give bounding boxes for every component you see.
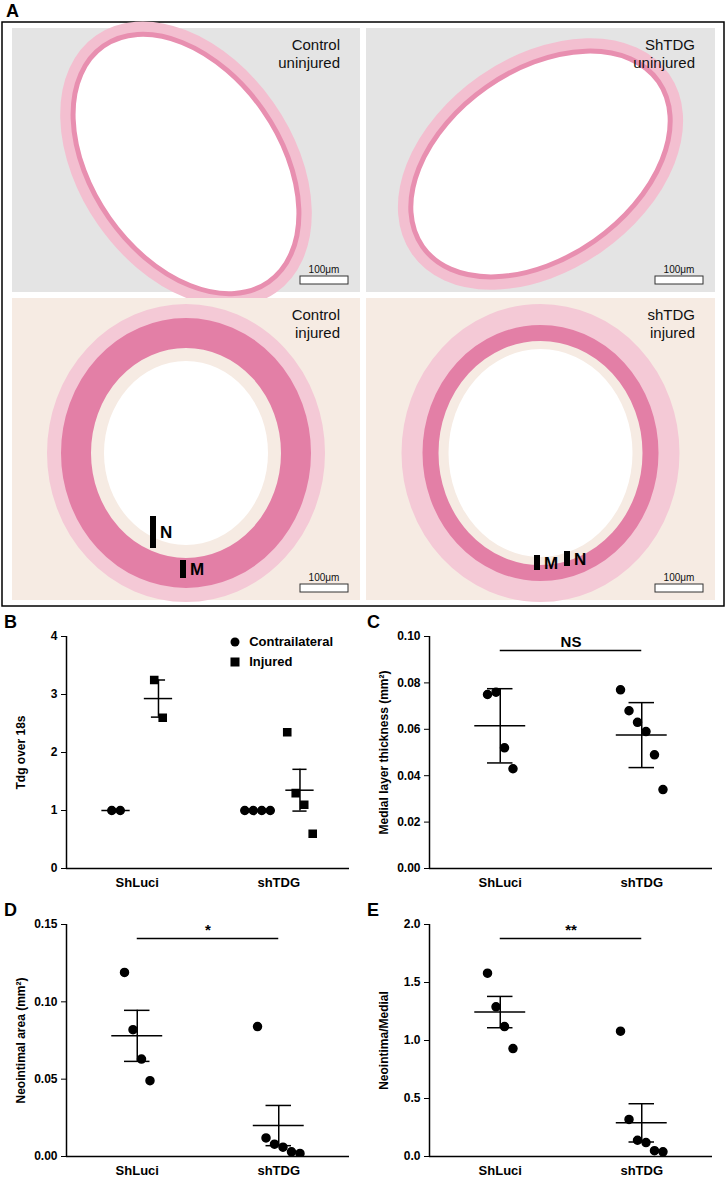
svg-text:0: 0 (51, 861, 58, 875)
html-text:D: D (4, 900, 17, 920)
svg-text:100μm: 100μm (664, 572, 695, 583)
svg-text:ShLuci: ShLuci (479, 1163, 522, 1178)
html-text:B: B (4, 612, 17, 632)
svg-text:shTDG: shTDG (647, 306, 695, 323)
svg-text:ShLuci: ShLuci (116, 1163, 159, 1178)
svg-text:Control: Control (292, 36, 340, 53)
svg-text:shTDG: shTDG (620, 1163, 663, 1178)
html-text:Injured: Injured (249, 654, 293, 669)
svg-text:0.05: 0.05 (34, 1072, 58, 1086)
svg-text:0.10: 0.10 (397, 629, 421, 643)
svg-text:0.08: 0.08 (397, 676, 421, 690)
svg-text:*: * (205, 921, 211, 938)
svg-text:M: M (190, 560, 204, 579)
svg-text:injured: injured (295, 324, 340, 341)
svg-text:100μm: 100μm (309, 572, 340, 583)
svg-text:1.5: 1.5 (404, 975, 421, 989)
svg-text:Medial layer thickness (mm²): Medial layer thickness (mm²) (377, 670, 391, 834)
svg-text:shTDG: shTDG (620, 875, 663, 890)
svg-text:ShLuci: ShLuci (479, 875, 522, 890)
svg-text:100μm: 100μm (664, 264, 695, 275)
svg-text:injured: injured (650, 324, 695, 341)
svg-text:0.06: 0.06 (397, 722, 421, 736)
svg-text:0.5: 0.5 (404, 1091, 421, 1105)
svg-text:0.02: 0.02 (397, 815, 421, 829)
svg-text:Neointima/Medial: Neointima/Medial (377, 991, 391, 1090)
svg-text:2: 2 (51, 745, 58, 759)
svg-text:2.0: 2.0 (404, 917, 421, 931)
svg-text:0.10: 0.10 (34, 995, 58, 1009)
svg-text:100μm: 100μm (309, 264, 340, 275)
svg-text:M: M (544, 554, 558, 573)
html-text:E: E (367, 900, 379, 920)
svg-text:Neointimal area (mm²): Neointimal area (mm²) (14, 977, 28, 1103)
svg-text:ShTDG: ShTDG (645, 36, 695, 53)
svg-text:shTDG: shTDG (257, 875, 300, 890)
svg-text:1.0: 1.0 (404, 1033, 421, 1047)
svg-text:Control: Control (292, 306, 340, 323)
svg-text:0.04: 0.04 (397, 769, 421, 783)
html-text:Contrailateral: Contrailateral (249, 634, 333, 649)
html-text:C: C (367, 612, 380, 632)
svg-text:4: 4 (51, 629, 58, 643)
svg-text:A: A (6, 1, 19, 21)
svg-text:NS: NS (561, 633, 582, 650)
svg-text:shTDG: shTDG (257, 1163, 300, 1178)
svg-text:**: ** (565, 921, 577, 938)
svg-text:3: 3 (51, 687, 58, 701)
svg-text:0.0: 0.0 (404, 1149, 421, 1163)
svg-text:0.15: 0.15 (34, 917, 58, 931)
svg-text:Tdg over 18s: Tdg over 18s (14, 715, 28, 789)
svg-text:N: N (574, 550, 586, 569)
svg-text:0.00: 0.00 (397, 861, 421, 875)
svg-text:uninjured: uninjured (633, 54, 695, 71)
svg-text:N: N (160, 523, 172, 542)
svg-text:ShLuci: ShLuci (116, 875, 159, 890)
svg-text:uninjured: uninjured (278, 54, 340, 71)
svg-text:1: 1 (51, 803, 58, 817)
svg-text:0.00: 0.00 (34, 1149, 58, 1163)
